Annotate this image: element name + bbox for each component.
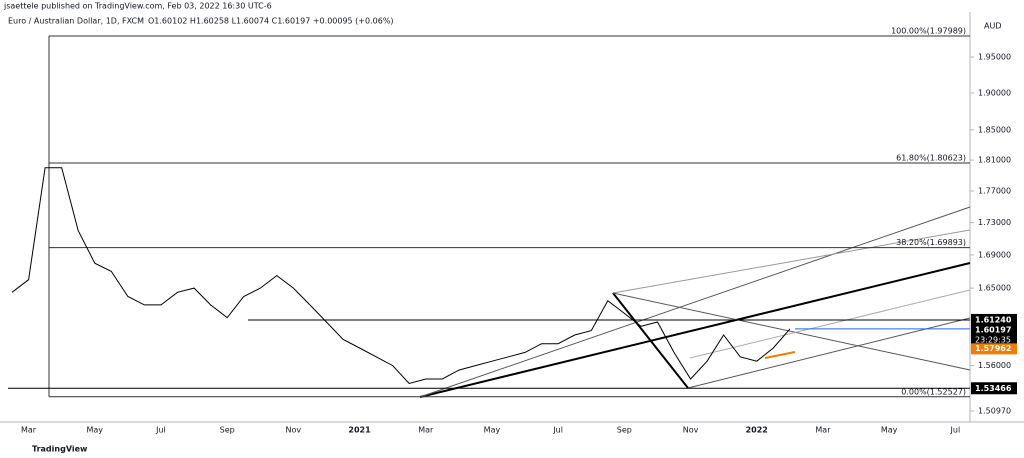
y-tick-label: 1.65000 [978, 284, 1011, 293]
trend-line [419, 262, 971, 398]
x-tick-label: Jul [950, 426, 961, 435]
channel-line [419, 206, 971, 398]
y-tick-label: 1.81000 [978, 156, 1011, 165]
price-line [11, 167, 791, 385]
y-tick-label: 1.69000 [978, 250, 1011, 259]
x-tick-label: May [881, 426, 898, 435]
price-level-box [971, 313, 1017, 326]
pitchfork-line [612, 292, 971, 371]
x-tick-label: Mar [815, 426, 831, 435]
pitchfork-median [689, 289, 971, 359]
channel-line [612, 229, 971, 294]
fib-label: 0.00%(1.52527) [901, 387, 966, 396]
y-tick-label: 1.95000 [978, 53, 1011, 62]
published-note: jsaettele published on TradingView.com, … [3, 2, 272, 11]
fib-label: 100.00%(1.97989) [891, 27, 966, 36]
price-level-label: 1.53466 [975, 384, 1012, 393]
brand: TradingView [32, 445, 88, 454]
y-tick-label: 1.73000 [978, 218, 1011, 227]
price-level-label: 1.61240 [975, 315, 1012, 324]
x-tick-label: Jul [155, 426, 166, 435]
y-tick-label: 1.90000 [978, 88, 1011, 97]
x-tick-label: May [86, 426, 103, 435]
drawings [419, 206, 971, 398]
x-tick-label: Sep [617, 426, 632, 435]
currency: AUD [984, 22, 1002, 31]
y-tick-label: 1.85000 [978, 125, 1011, 134]
marker-price-box [971, 343, 1017, 355]
countdown: 23:29:35 [975, 335, 1011, 344]
fib-label: 61.80%(1.80623) [896, 153, 966, 162]
y-tick-label: 1.77000 [978, 186, 1011, 195]
x-tick-label: 2022 [746, 426, 768, 435]
x-tick-label: Sep [220, 426, 235, 435]
x-tick-label: Nov [683, 426, 699, 435]
ohlc: O1.60102 H1.60258 L1.60074 C1.60197 +0.0… [148, 17, 394, 26]
last-price-label: 1.60197 [975, 325, 1011, 334]
fib-label: 38.20%(1.69893) [896, 238, 966, 247]
x-tick-label: Mar [21, 426, 37, 435]
marker-line [764, 351, 796, 359]
x-tick-label: May [484, 426, 501, 435]
y-tick-label: 1.56000 [978, 361, 1011, 370]
x-tick-label: Nov [286, 426, 302, 435]
y-tick-label: 1.50970 [978, 406, 1011, 415]
pitchfork-line [687, 317, 971, 389]
x-tick-label: Jul [552, 426, 563, 435]
price-level-box [971, 382, 1017, 395]
marker-price-label: 1.57962 [975, 344, 1011, 353]
symbol-title: Euro / Australian Dollar, 1D, FXCM [8, 17, 144, 26]
trend-line [612, 292, 689, 389]
last-price-box [971, 323, 1017, 346]
x-tick-label: Mar [418, 426, 434, 435]
x-tick-label: 2021 [348, 426, 371, 435]
